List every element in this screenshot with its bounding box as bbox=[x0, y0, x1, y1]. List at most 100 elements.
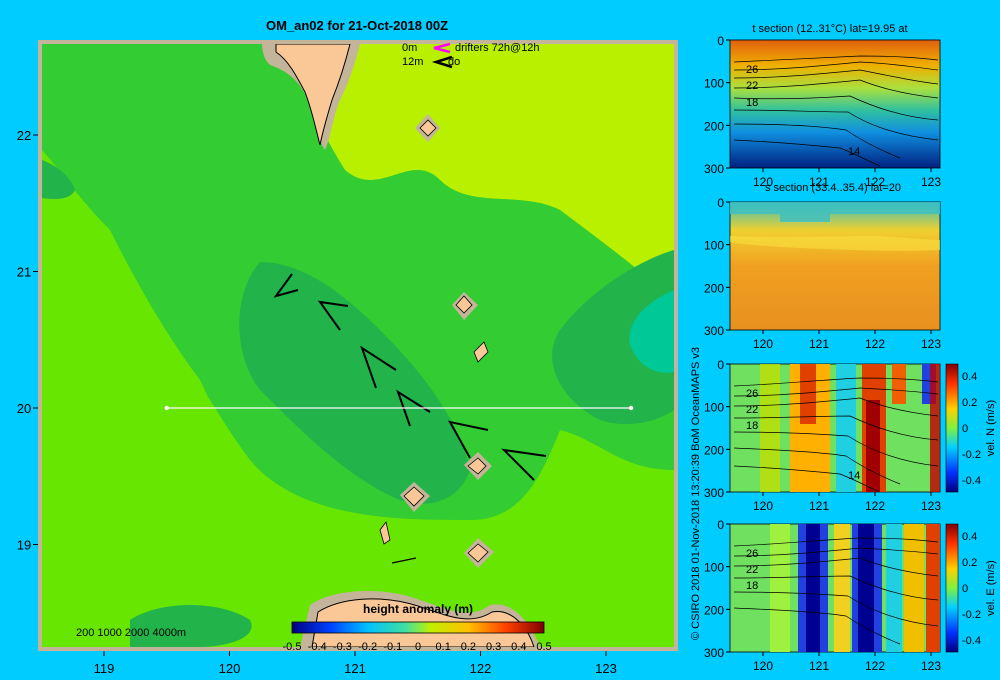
vel-colorbar-label: -0.4 bbox=[962, 475, 981, 487]
vel-e-label: vel. E (m/s) bbox=[985, 560, 997, 616]
svg-text:26: 26 bbox=[746, 64, 758, 76]
panel-x-label: 122 bbox=[865, 175, 885, 189]
colorbar-title: height anomaly (m) bbox=[363, 602, 473, 616]
vel-colorbar-label: 0.4 bbox=[962, 371, 977, 383]
panel-y-label: 0 bbox=[717, 196, 724, 210]
panel-x-label: 123 bbox=[921, 659, 941, 673]
colorbar-label: -0.2 bbox=[358, 641, 377, 653]
isotherm-contours bbox=[733, 55, 939, 167]
colorbar-label: 0.1 bbox=[436, 641, 451, 653]
drifter-text-12: do bbox=[448, 56, 460, 68]
vel-colorbar-label: 0.2 bbox=[962, 557, 977, 569]
y-tick-label: 20 bbox=[17, 401, 31, 416]
panel-y-label: 200 bbox=[704, 603, 724, 617]
vel-e-colorbar bbox=[945, 523, 959, 653]
svg-text:18: 18 bbox=[746, 97, 758, 109]
colorbar-label: -0.1 bbox=[383, 641, 402, 653]
height-anomaly-colorbar: height anomaly (m) -0.5 -0.4 -0.3 -0.2 -0.1 0… bbox=[283, 602, 552, 653]
x-tick-label: 119 bbox=[94, 661, 115, 676]
current-arrow-icon bbox=[360, 345, 397, 389]
panel-x-label: 120 bbox=[753, 337, 773, 351]
colorbar-label: -0.5 bbox=[283, 641, 302, 653]
s-section-field bbox=[729, 201, 941, 331]
svg-text:22: 22 bbox=[746, 80, 758, 92]
drifter-depth-12: 12m bbox=[402, 56, 423, 68]
vel-n-colorbar bbox=[945, 363, 959, 493]
current-arrow-icon bbox=[396, 389, 431, 427]
current-arrow-icon bbox=[448, 420, 489, 459]
y-tick-label: 21 bbox=[17, 265, 31, 280]
panel-y-label: 0 bbox=[717, 34, 724, 48]
panel-y-label: 300 bbox=[704, 646, 724, 660]
isobath-legend: 200 1000 2000 4000m bbox=[76, 627, 186, 639]
vel-colorbar-label: 0.2 bbox=[962, 397, 977, 409]
vel-colorbar-label: -0.4 bbox=[962, 635, 981, 647]
drifter-arrow-12-icon bbox=[431, 55, 453, 69]
t-section-field bbox=[729, 39, 941, 169]
svg-text:22: 22 bbox=[746, 404, 758, 416]
vel-n-panel: 26 22 18 14 vel. N (m/s) bbox=[729, 363, 997, 493]
panel-y-label: 300 bbox=[704, 162, 724, 176]
vel-e-panel: 26 22 18 vel. E (m/s) bbox=[729, 523, 997, 653]
x-tick-label: 123 bbox=[595, 661, 617, 676]
panel-y-label: 200 bbox=[704, 119, 724, 133]
panel-x-label: 122 bbox=[865, 499, 885, 513]
panel-y-label: 0 bbox=[717, 358, 724, 372]
colorbar-label: 0.4 bbox=[511, 641, 526, 653]
colorbar-label: 0.5 bbox=[536, 641, 551, 653]
s-section-panel: s section (33.4..35.4) lat=20 bbox=[729, 182, 941, 331]
panel-x-label: 121 bbox=[809, 337, 829, 351]
panel-axes: 120 121 122 123 0 100 200 300 120 121 122 123 0 100 20… bbox=[704, 34, 981, 673]
panel-x-label: 120 bbox=[753, 499, 773, 513]
drifter-arrow-0-icon bbox=[433, 42, 451, 54]
colorbar-label: 0 bbox=[415, 641, 421, 653]
panel-x-label: 122 bbox=[865, 337, 885, 351]
velocity-arrows bbox=[273, 273, 547, 481]
section-start bbox=[164, 405, 169, 411]
svg-text:22: 22 bbox=[746, 564, 758, 576]
vel-colorbar-label: 0 bbox=[962, 423, 968, 435]
y-tick-label: 19 bbox=[17, 538, 31, 553]
drifters-legend: 0m drifters 72h@12h 12m do bbox=[402, 42, 540, 69]
y-tick-label: 22 bbox=[17, 128, 31, 143]
t-section-panel: t section (12..31°C) lat=19.95 at 26 22 … bbox=[729, 23, 941, 169]
current-arrow-icon bbox=[501, 448, 547, 481]
vel-colorbar-label: 0.4 bbox=[962, 531, 977, 543]
s-section-title: s section (33.4..35.4) lat=20 bbox=[765, 182, 901, 194]
svg-text:18: 18 bbox=[746, 580, 758, 592]
map-x-axis: 119 120 121 122 123 bbox=[94, 651, 617, 676]
colorbar-label: -0.4 bbox=[308, 641, 327, 653]
drifter-depth-0: 0m bbox=[402, 42, 417, 54]
height-anomaly-field bbox=[42, 44, 674, 647]
panel-y-label: 0 bbox=[717, 518, 724, 532]
panel-y-label: 100 bbox=[704, 239, 724, 253]
panel-x-label: 123 bbox=[921, 337, 941, 351]
panel-y-label: 100 bbox=[704, 401, 724, 415]
x-tick-label: 122 bbox=[470, 661, 492, 676]
x-tick-label: 120 bbox=[219, 661, 241, 676]
panel-y-label: 200 bbox=[704, 443, 724, 457]
panel-y-label: 100 bbox=[704, 77, 724, 91]
panel-x-label: 120 bbox=[753, 175, 773, 189]
panel-x-label: 122 bbox=[865, 659, 885, 673]
svg-text:14: 14 bbox=[848, 470, 860, 482]
x-tick-label: 121 bbox=[344, 661, 366, 676]
colorbar-label: 0.2 bbox=[461, 641, 476, 653]
panel-y-label: 300 bbox=[704, 324, 724, 338]
current-arrow-icon bbox=[273, 273, 299, 298]
section-end bbox=[628, 405, 634, 411]
vel-colorbar-label: -0.2 bbox=[962, 449, 981, 461]
main-map: 0m drifters 72h@12h 12m do 119 120 121 122 1… bbox=[17, 40, 678, 676]
panel-x-label: 123 bbox=[921, 175, 941, 189]
panel-y-label: 300 bbox=[704, 486, 724, 500]
colorbar-labels: -0.5 -0.4 -0.3 -0.2 -0.1 0 0.1 0.2 0.3 0.4 0.5 bbox=[283, 641, 552, 653]
panel-x-label: 121 bbox=[809, 175, 829, 189]
vel-colorbar-label: -0.2 bbox=[962, 609, 981, 621]
svg-text:26: 26 bbox=[746, 388, 758, 400]
svg-text:18: 18 bbox=[746, 420, 758, 432]
panel-x-label: 120 bbox=[753, 659, 773, 673]
credit-text: © CSIRO 2018 01-Nov-2018 13:20:39 BoM Oc… bbox=[690, 347, 702, 640]
drifter-text-0: drifters 72h@12h bbox=[455, 42, 540, 54]
colorbar-label: -0.3 bbox=[333, 641, 352, 653]
vel-colorbar-label: 0 bbox=[962, 583, 968, 595]
